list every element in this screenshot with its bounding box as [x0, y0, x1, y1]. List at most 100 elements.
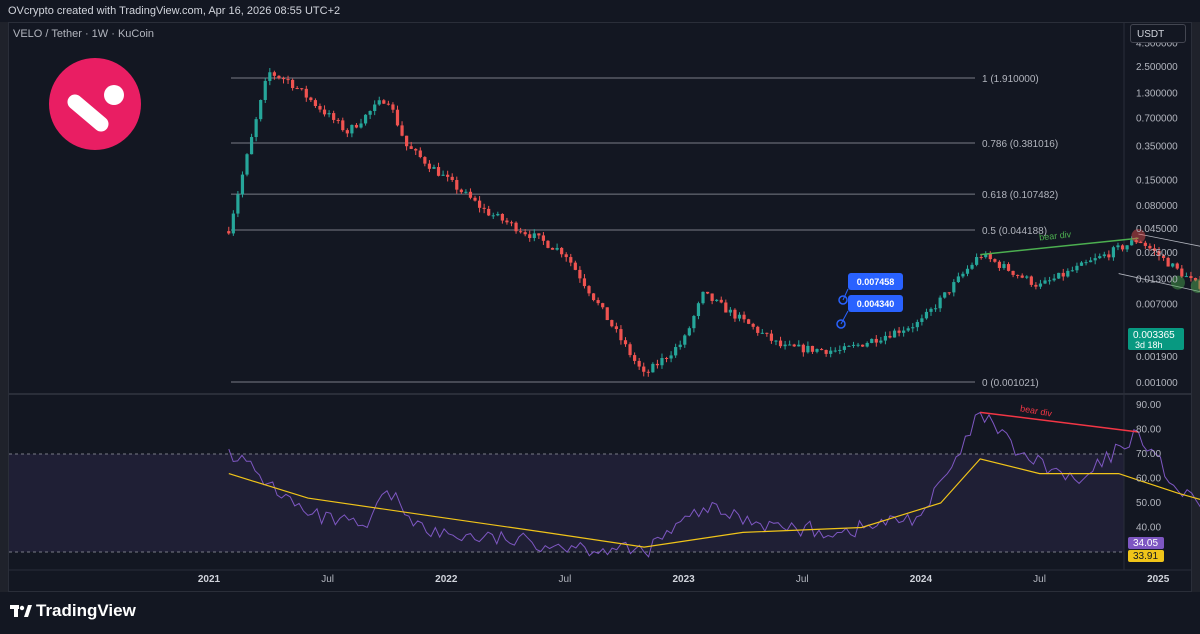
candle-body [505, 220, 509, 223]
candle-body [295, 88, 299, 90]
candle-body [943, 292, 947, 298]
candle-body [327, 113, 331, 115]
candle-body [464, 191, 468, 193]
time-tick-label: 2021 [198, 574, 221, 585]
candle-body [386, 103, 390, 105]
candle-body [304, 88, 308, 98]
alert-badge [848, 273, 903, 290]
alert-label: 0.007458 [857, 277, 895, 287]
candle-body [751, 323, 755, 327]
candle-body [623, 340, 628, 345]
candle-body [633, 355, 637, 361]
candle-body [1038, 283, 1043, 287]
candle-body [573, 262, 577, 270]
candle-body [400, 125, 404, 136]
candle-body [245, 154, 249, 175]
candle-body [970, 264, 974, 269]
rsi-bear-div-line [980, 411, 1139, 433]
chart-panel[interactable] [8, 22, 1192, 592]
candle-body [341, 120, 345, 131]
candle-body [719, 299, 723, 303]
candle-body [1148, 245, 1152, 249]
candle-body [851, 344, 856, 346]
alert-anchor [836, 319, 846, 329]
touch-marker [1190, 279, 1200, 294]
candle-body [377, 100, 381, 105]
tradingview-brand[interactable]: TradingView [36, 601, 136, 620]
candle-body [1107, 254, 1111, 258]
channel-lower-line [1118, 273, 1200, 293]
fib-level-label: 1 (1.910000) [982, 74, 1039, 85]
candle-body [683, 335, 687, 345]
rsi-ma-badge [1128, 550, 1164, 562]
candle-body [395, 109, 400, 126]
fib-level-label: 0 (0.001021) [982, 378, 1039, 389]
candle-body [555, 247, 559, 250]
candle-body [350, 124, 354, 134]
tradingview-logo-icon[interactable] [10, 603, 32, 619]
currency-button[interactable]: USDT [1130, 24, 1186, 43]
candle-body [747, 319, 751, 324]
candle-body [509, 222, 514, 224]
time-tick-label: Jul [321, 574, 334, 585]
candle-body [300, 88, 304, 90]
candle-body [550, 247, 555, 250]
last-price-value: 0.003365 [1133, 330, 1175, 341]
candle-body [614, 326, 618, 330]
bear-div-line [980, 237, 1139, 256]
candle-body [1057, 272, 1061, 279]
candle-body [1139, 242, 1143, 244]
candle-body [1111, 247, 1116, 258]
candle-body [578, 269, 582, 279]
candle-body [236, 194, 240, 214]
candle-body [1047, 280, 1052, 282]
candle-body [678, 344, 682, 348]
symbol-legend[interactable]: VELO / Tether · 1W · KuCoin [13, 28, 155, 40]
candle-body [938, 297, 942, 309]
time-tick-label: 2024 [910, 574, 933, 585]
candle-body [883, 335, 888, 341]
candle-body [1134, 240, 1138, 243]
candle-body [902, 330, 906, 333]
candle-body [564, 254, 568, 258]
alert-connector [840, 310, 849, 325]
candle-body [1198, 280, 1200, 289]
candle-body [1120, 245, 1125, 250]
candle-body [382, 100, 386, 104]
candle-body [541, 235, 546, 241]
rsi-ma-value: 33.91 [1133, 551, 1158, 562]
velo-logo-icon [49, 58, 141, 150]
candle-body [651, 363, 655, 373]
candle-body [1093, 258, 1097, 261]
candle-body [1171, 263, 1175, 267]
candle-body [984, 253, 988, 258]
candle-body [1079, 262, 1084, 266]
last-price-badge [1128, 328, 1184, 350]
candle-body [1180, 268, 1184, 277]
candle-body [532, 233, 536, 239]
candle-body [254, 119, 258, 138]
rsi-tick-label: 80.00 [1136, 425, 1161, 436]
candle-body [897, 330, 901, 333]
bear-div-label: bear div [1039, 229, 1072, 242]
time-tick-label: Jul [796, 574, 809, 585]
candle-body [993, 259, 997, 262]
candle-body [332, 113, 336, 120]
candle-body [582, 278, 587, 287]
price-tick-label: 0.080000 [1136, 201, 1178, 212]
candle-body [924, 311, 929, 319]
candle-body [587, 286, 591, 294]
candle-body [824, 349, 828, 354]
candle-body [920, 318, 924, 322]
candle-body [947, 292, 951, 294]
candle-body [829, 350, 833, 354]
time-tick-label: 2022 [435, 574, 458, 585]
candle-body [1016, 274, 1020, 276]
alert-label: 0.004340 [857, 299, 895, 309]
candle-body [1193, 278, 1198, 281]
candle-body [368, 111, 372, 115]
candle-body [1025, 276, 1029, 278]
candle-body [952, 282, 956, 293]
